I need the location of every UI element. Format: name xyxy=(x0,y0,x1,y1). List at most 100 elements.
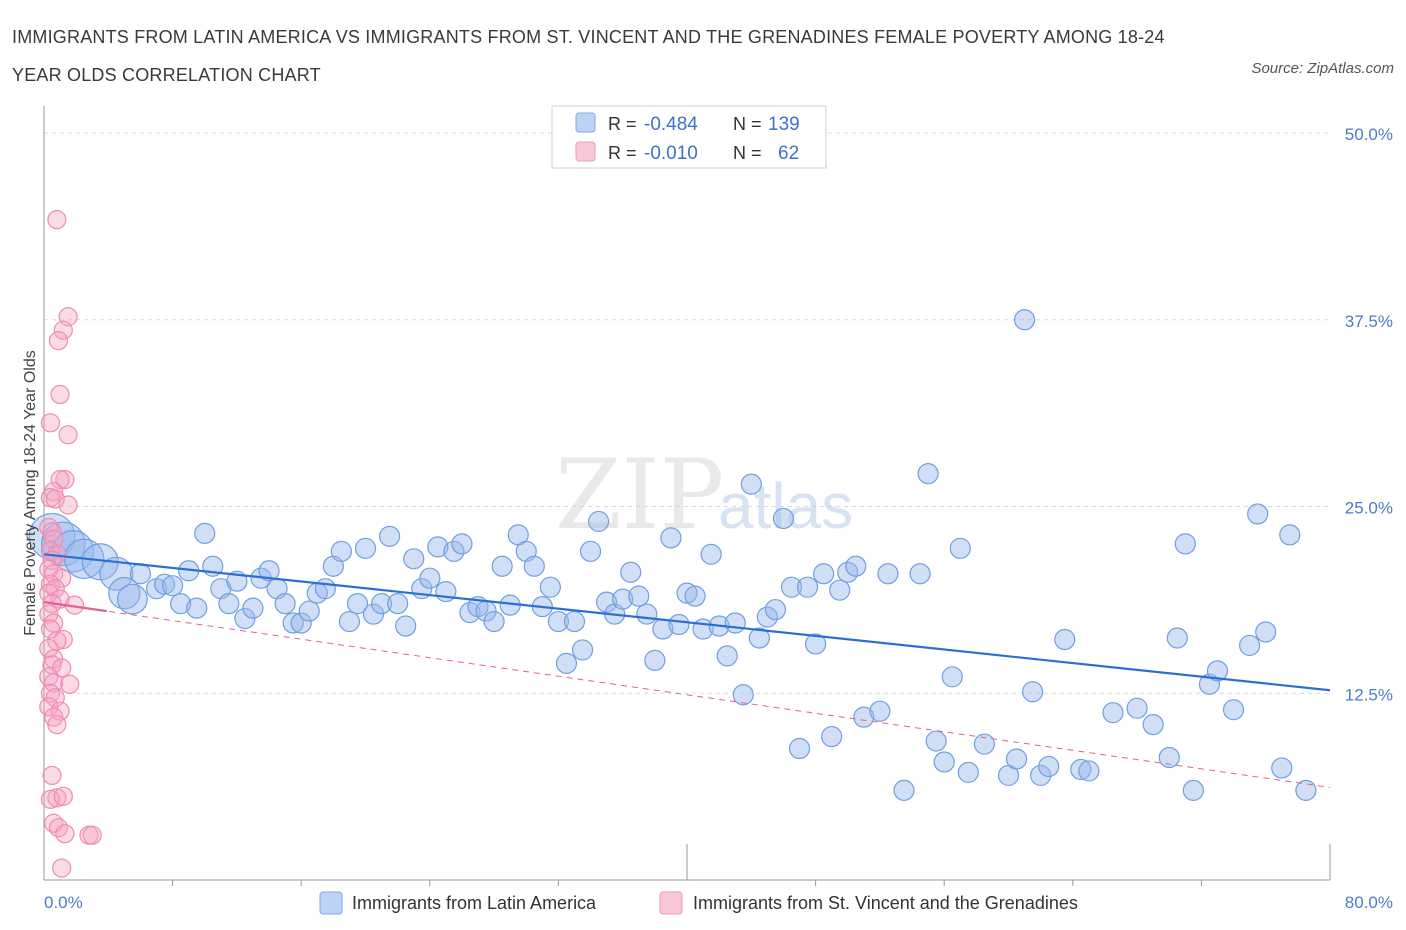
point-latin-america-98 xyxy=(869,700,891,722)
point-latin-america-40 xyxy=(395,615,417,637)
point-latin-america-126 xyxy=(1206,660,1229,682)
point-st-vincent-15 xyxy=(44,529,64,549)
series-swatch-blue xyxy=(319,891,343,915)
point-latin-america-118 xyxy=(1102,702,1124,724)
point-latin-america-92 xyxy=(813,563,835,585)
legend-box xyxy=(551,105,827,169)
data-points xyxy=(28,210,1317,878)
legend-r-label-2: R = xyxy=(608,143,637,163)
y-tick-label-1: 25.0% xyxy=(1345,499,1393,518)
point-st-vincent-0 xyxy=(47,210,67,230)
point-latin-america-99 xyxy=(877,563,899,585)
point-st-vincent-33 xyxy=(39,638,59,659)
point-latin-america-114 xyxy=(1038,755,1060,778)
point-latin-america-7 xyxy=(117,583,148,615)
point-st-vincent-3 xyxy=(48,331,69,351)
point-latin-america-87 xyxy=(772,507,795,530)
point-latin-america-91 xyxy=(804,633,827,655)
x-ticks xyxy=(43,844,1331,886)
point-st-vincent-28 xyxy=(39,604,59,624)
point-latin-america-63 xyxy=(579,540,602,562)
point-latin-america-36 xyxy=(362,603,385,625)
legend-r-label-1: R = xyxy=(608,114,637,134)
trend-line-st-vincent-solid xyxy=(43,601,107,613)
point-latin-america-94 xyxy=(829,579,851,601)
point-latin-america-33 xyxy=(338,610,361,633)
point-latin-america-84 xyxy=(748,627,770,649)
legend-n-label-2: N = xyxy=(733,143,762,163)
point-latin-america-90 xyxy=(796,576,819,598)
point-st-vincent-12 xyxy=(58,495,78,515)
point-st-vincent-52 xyxy=(55,824,75,844)
point-latin-america-110 xyxy=(1005,748,1028,770)
legend-n-label-1: N = xyxy=(733,114,762,134)
point-latin-america-64 xyxy=(587,510,610,533)
point-st-vincent-55 xyxy=(52,858,72,878)
point-latin-america-124 xyxy=(1182,779,1204,801)
point-latin-america-15 xyxy=(194,522,216,544)
point-latin-america-93 xyxy=(821,725,843,748)
point-latin-america-102 xyxy=(917,463,939,485)
point-latin-america-101 xyxy=(909,563,931,585)
point-st-vincent-5 xyxy=(40,413,61,433)
point-st-vincent-6 xyxy=(58,425,78,445)
point-st-vincent-21 xyxy=(52,568,72,588)
series-legend: Immigrants from Latin America Immigrants… xyxy=(319,891,1078,915)
point-latin-america-20 xyxy=(234,607,256,630)
point-latin-america-76 xyxy=(684,585,706,607)
point-latin-america-74 xyxy=(668,613,690,636)
point-latin-america-69 xyxy=(628,585,650,607)
series-label-st-vincent: Immigrants from St. Vincent and the Gren… xyxy=(693,893,1078,913)
point-latin-america-100 xyxy=(893,779,915,801)
point-latin-america-32 xyxy=(330,540,352,562)
point-latin-america-111 xyxy=(1013,309,1036,331)
point-latin-america-23 xyxy=(258,560,280,582)
point-latin-america-88 xyxy=(780,576,803,598)
point-latin-america-108 xyxy=(973,733,995,755)
point-latin-america-86 xyxy=(764,598,787,621)
point-latin-america-122 xyxy=(1166,627,1188,649)
point-latin-america-37 xyxy=(370,593,393,615)
point-latin-america-132 xyxy=(1279,524,1301,546)
point-latin-america-97 xyxy=(853,706,875,728)
point-latin-america-119 xyxy=(1126,697,1148,719)
point-latin-america-43 xyxy=(419,567,441,589)
point-st-vincent-54 xyxy=(82,825,102,845)
y-tick-labels: 12.5% 25.0% 37.5% 50.0% xyxy=(1345,125,1393,704)
source-label: Source: ZipAtlas.com xyxy=(1251,60,1394,77)
point-st-vincent-49 xyxy=(53,786,73,806)
legend-swatch-blue xyxy=(575,112,596,133)
point-st-vincent-39 xyxy=(60,674,80,694)
x-tick-label-1: 80.0% xyxy=(1345,893,1393,912)
series-label-latin-america: Immigrants from Latin America xyxy=(352,893,597,913)
point-latin-america-14 xyxy=(186,597,208,619)
point-latin-america-130 xyxy=(1255,621,1277,643)
point-latin-america-30 xyxy=(314,578,336,600)
point-latin-america-11 xyxy=(162,575,184,597)
point-latin-america-26 xyxy=(282,612,304,634)
point-latin-america-6 xyxy=(108,576,141,610)
point-latin-america-117 xyxy=(1078,760,1100,782)
point-latin-america-60 xyxy=(555,652,578,674)
watermark-zip: ZIP xyxy=(555,439,724,551)
point-st-vincent-42 xyxy=(39,697,59,717)
point-latin-america-41 xyxy=(403,548,425,570)
legend-r-value-2: -0.010 xyxy=(644,143,698,164)
point-st-vincent-8 xyxy=(50,470,70,490)
point-latin-america-68 xyxy=(620,561,642,583)
point-latin-america-35 xyxy=(354,537,377,559)
point-latin-america-27 xyxy=(290,612,312,634)
point-st-vincent-2 xyxy=(53,320,73,340)
point-latin-america-58 xyxy=(539,576,561,598)
point-latin-america-44 xyxy=(427,536,449,558)
point-latin-america-12 xyxy=(170,593,192,615)
point-latin-america-105 xyxy=(941,666,963,688)
series-swatch-pink xyxy=(659,891,683,915)
point-latin-america-133 xyxy=(1295,779,1317,801)
trend-line-st-vincent-dashed xyxy=(43,601,1331,788)
point-latin-america-112 xyxy=(1022,681,1044,703)
point-latin-america-127 xyxy=(1222,699,1245,721)
point-latin-america-131 xyxy=(1271,757,1293,779)
point-latin-america-83 xyxy=(740,473,762,495)
